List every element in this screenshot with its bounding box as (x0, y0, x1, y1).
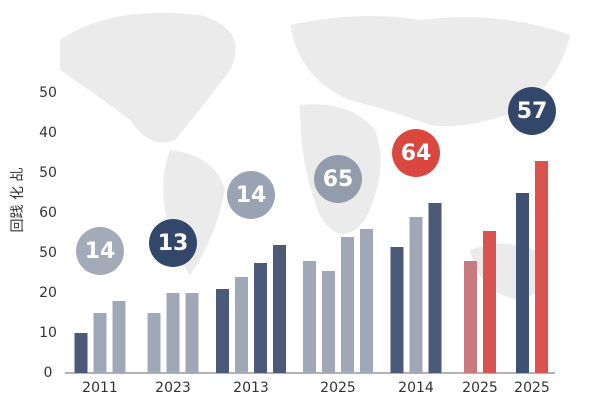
annotation-label: 57 (517, 99, 548, 124)
annotation-label: 14 (85, 239, 116, 264)
bar (322, 271, 335, 373)
bar (360, 229, 373, 373)
y-tick-label: 50 (39, 245, 57, 261)
bar (216, 289, 229, 373)
annotation-label: 13 (158, 231, 189, 256)
bar (428, 203, 442, 373)
y-tick-label: 10 (39, 325, 57, 341)
y-tick-label: 0 (44, 365, 53, 381)
bar (273, 245, 286, 373)
bar (235, 277, 248, 373)
y-tick-label: 50 (39, 85, 57, 101)
y-tick-label: 60 (39, 205, 57, 221)
annotation-bubble (392, 129, 440, 177)
bar (483, 231, 496, 373)
annotation-bubble (149, 219, 197, 267)
bar (516, 193, 529, 373)
bar (535, 161, 548, 373)
x-tick-label: 2025 (514, 380, 550, 396)
bar (390, 247, 404, 373)
x-tick-label: 2023 (155, 380, 191, 396)
bar (74, 333, 88, 373)
y-tick-label: 50 (39, 165, 57, 181)
x-tick-label: 2011 (82, 380, 118, 396)
bar (341, 237, 354, 373)
y-axis-label: 回践 化 乩 (10, 168, 26, 233)
x-tick-label: 2025 (320, 380, 356, 396)
annotation-bubble (227, 171, 275, 219)
y-tick-label: 40 (39, 125, 57, 141)
bar (464, 261, 477, 373)
bar (112, 301, 126, 373)
annotation-label: 14 (236, 183, 267, 208)
annotation-bubble (314, 155, 362, 203)
annotation-label: 64 (401, 141, 432, 166)
bar (303, 261, 316, 373)
annotation-label: 65 (323, 167, 354, 192)
bar (409, 217, 423, 373)
bar (93, 313, 107, 373)
x-tick-label: 2025 (462, 380, 498, 396)
annotation-bubble (508, 87, 556, 135)
y-tick-label: 20 (39, 285, 57, 301)
bar (147, 313, 161, 373)
x-tick-label: 2013 (233, 380, 269, 396)
bar (254, 263, 267, 373)
bar (185, 293, 199, 373)
annotation-bubble (76, 227, 124, 275)
x-tick-label: 2014 (398, 380, 434, 396)
bar (166, 293, 180, 373)
